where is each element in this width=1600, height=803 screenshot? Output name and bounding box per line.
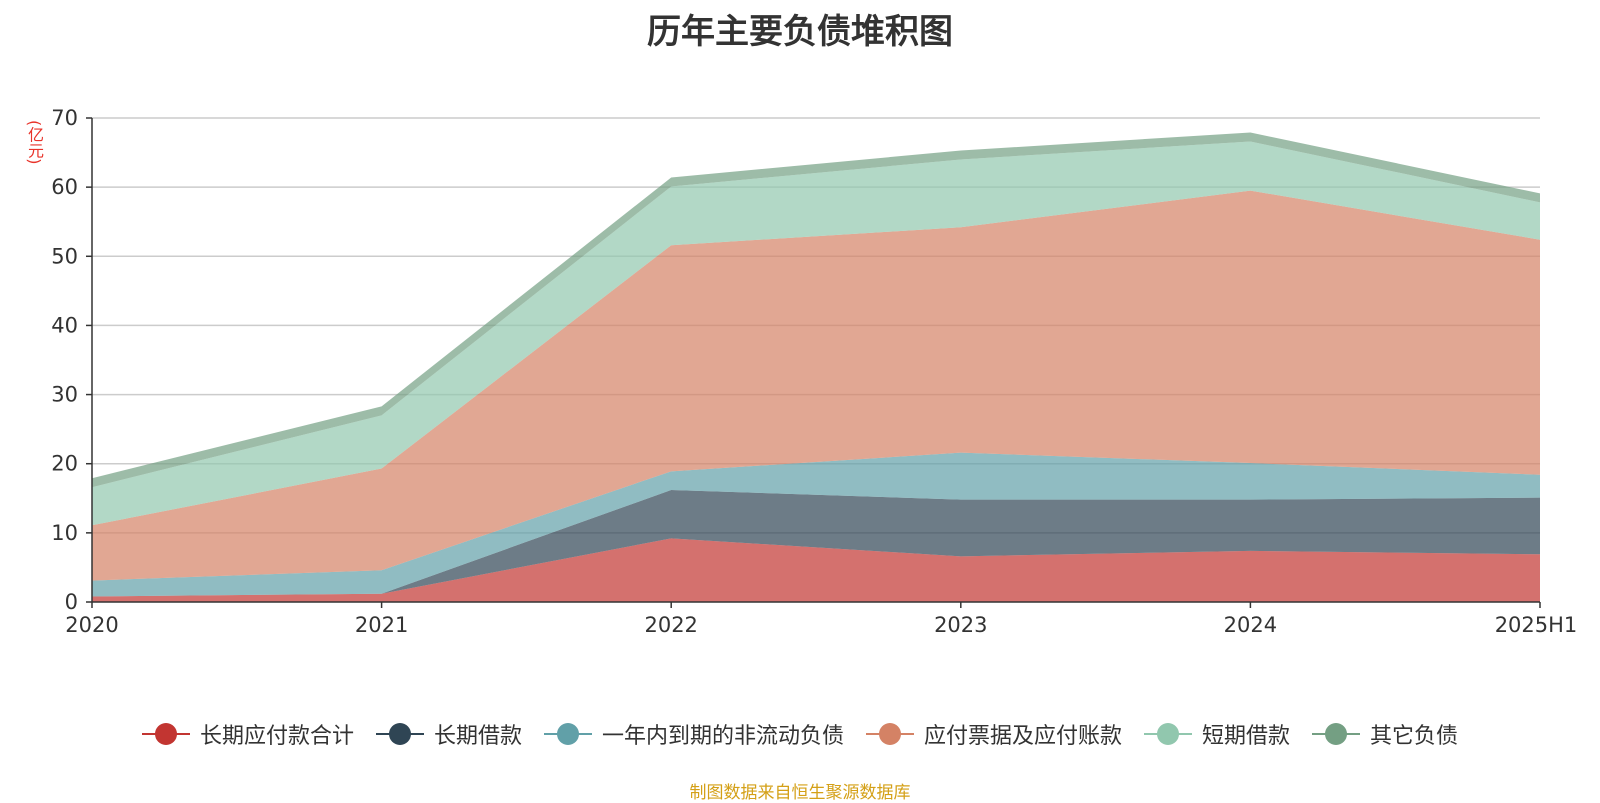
x-tick-label-2: 2022	[644, 613, 697, 637]
legend-label: 长期应付款合计	[199, 724, 354, 749]
source-note: 制图数据来自恒生聚源数据库	[689, 783, 911, 803]
area-series-4	[92, 141, 1540, 526]
legend-item-0[interactable]: 长期应付款合计	[141, 718, 354, 750]
x-tick-label-3: 2023	[934, 613, 987, 637]
x-tick-label-0: 2020	[65, 613, 118, 637]
legend-marker-icon	[1144, 722, 1193, 746]
legend-marker-icon	[543, 722, 592, 746]
legend-item-3[interactable]: 应付票据及应付账款	[866, 718, 1122, 750]
legend-label: 短期借款	[1202, 724, 1291, 749]
chart-title: 历年主要负债堆积图	[647, 12, 953, 52]
legend-label: 一年内到期的非流动负债	[601, 724, 844, 749]
legend-item-2[interactable]: 一年内到期的非流动负债	[543, 718, 844, 750]
x-tick-label-4: 2024	[1224, 613, 1277, 637]
legend-marker-icon	[141, 722, 190, 746]
y-tick-label-0: 0	[65, 590, 78, 614]
area-series-1	[92, 489, 1540, 597]
y-tick-label-4: 40	[51, 313, 78, 337]
legend-label: 长期借款	[433, 724, 522, 749]
legend-marker-icon	[1312, 722, 1361, 746]
y-tick-label-6: 60	[51, 175, 78, 199]
legend-marker-icon	[375, 722, 424, 746]
y-axis-unit-label: (亿元)	[25, 120, 44, 165]
area-series-0	[92, 538, 1540, 602]
y-tick-label-3: 30	[51, 383, 78, 407]
legend-item-4[interactable]: 短期借款	[1144, 718, 1290, 750]
x-tick-label-1: 2021	[355, 613, 408, 637]
y-tick-label-2: 20	[51, 452, 78, 476]
y-tick-label-5: 50	[51, 244, 78, 268]
y-tick-label-1: 10	[51, 521, 78, 545]
stacked-area-chart: 0 10 20 30 40 50 60 70 2020 2021 2022 2023 2024 2025H…	[51, 106, 1577, 637]
area-series-2	[92, 452, 1540, 597]
y-tick-label-7: 70	[51, 106, 78, 130]
area-series-3	[92, 190, 1540, 581]
chart-legend: 长期应付款合计 长期借款 一年内到期的非流动负债 应付票据及应付账款 短期借款 其它负债	[0, 718, 1600, 750]
legend-label: 应付票据及应付账款	[924, 724, 1123, 749]
legend-marker-icon	[866, 722, 914, 746]
axes: 0 10 20 30 40 50 60 70 2020 2021 2022 2023 2024 2025H…	[51, 106, 1577, 637]
x-tick-label-5: 2025H1	[1495, 613, 1578, 637]
legend-item-5[interactable]: 其它负债	[1312, 718, 1458, 750]
legend-label: 其它负债	[1370, 724, 1459, 749]
area-series-5	[92, 132, 1540, 488]
legend-item-1[interactable]: 长期借款	[375, 718, 522, 750]
area-series-layer	[92, 132, 1540, 602]
